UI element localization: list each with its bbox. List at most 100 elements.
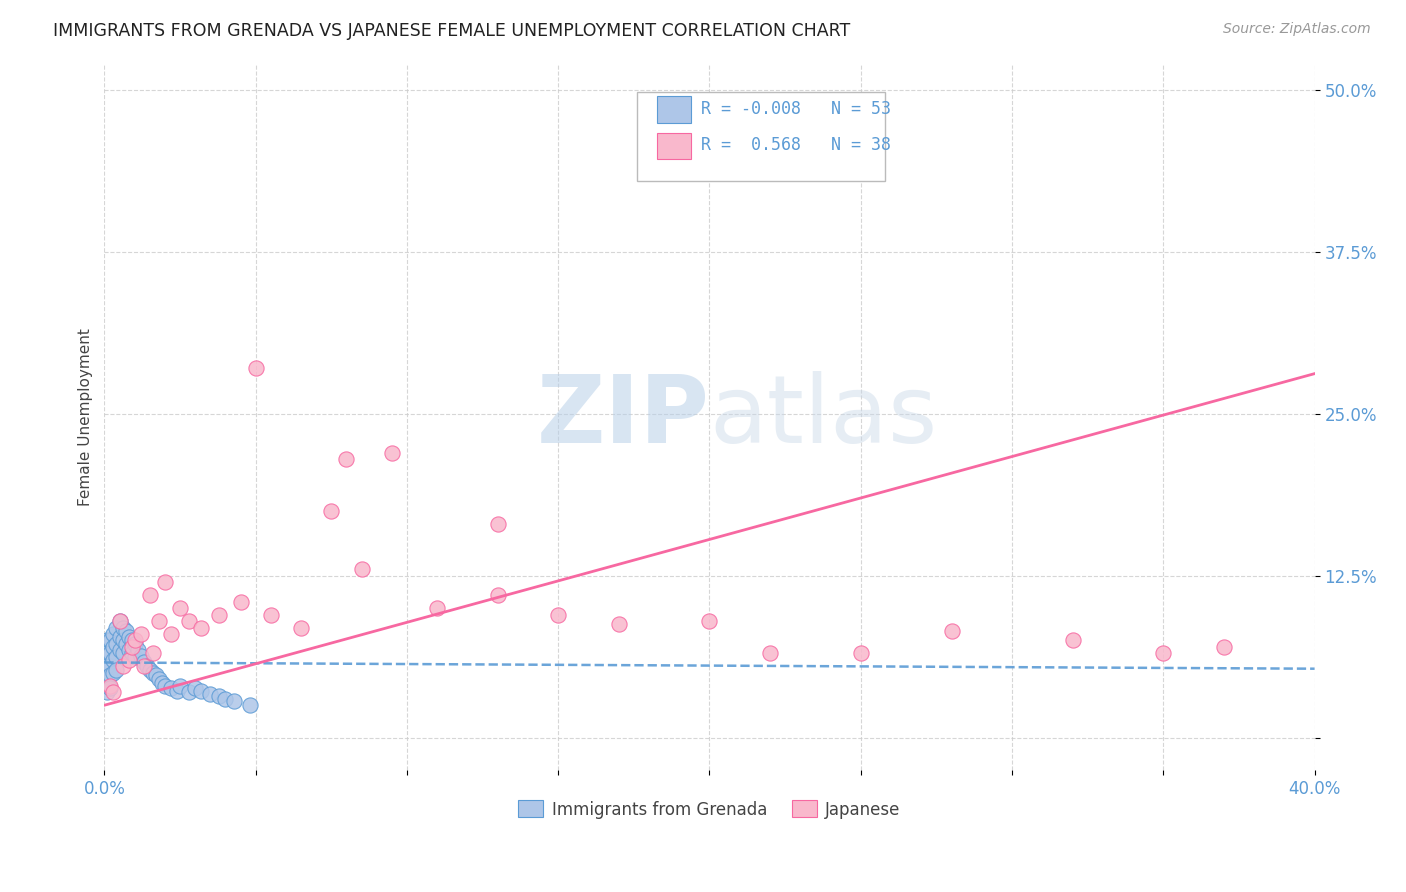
Point bbox=[111, 647, 134, 661]
Point bbox=[166, 684, 188, 698]
Point bbox=[100, 679, 122, 693]
Point bbox=[114, 624, 136, 639]
Point bbox=[169, 601, 191, 615]
Point bbox=[381, 445, 404, 459]
Point bbox=[105, 663, 128, 677]
Point bbox=[321, 504, 343, 518]
Point bbox=[111, 633, 134, 648]
Point bbox=[148, 673, 170, 687]
Point bbox=[121, 640, 143, 654]
Point bbox=[177, 685, 200, 699]
Point bbox=[148, 614, 170, 628]
Point bbox=[100, 633, 122, 648]
Text: atlas: atlas bbox=[710, 371, 938, 463]
Point bbox=[486, 516, 509, 531]
Point bbox=[124, 637, 146, 651]
Point bbox=[208, 607, 231, 622]
Point bbox=[142, 665, 165, 680]
Point bbox=[245, 361, 267, 376]
Point bbox=[177, 614, 200, 628]
Point bbox=[699, 614, 721, 628]
Point bbox=[335, 452, 357, 467]
Point bbox=[200, 687, 222, 701]
Point bbox=[142, 647, 165, 661]
Point bbox=[105, 620, 128, 634]
Y-axis label: Female Unemployment: Female Unemployment bbox=[79, 328, 93, 506]
Point bbox=[129, 627, 152, 641]
Point bbox=[150, 676, 173, 690]
Point bbox=[103, 627, 125, 641]
Point bbox=[169, 679, 191, 693]
Point bbox=[96, 673, 118, 687]
Point bbox=[153, 575, 176, 590]
Point bbox=[108, 614, 131, 628]
Point bbox=[121, 647, 143, 661]
Text: ZIP: ZIP bbox=[537, 371, 710, 463]
Point bbox=[759, 647, 782, 661]
Point bbox=[239, 698, 262, 713]
Point bbox=[132, 656, 155, 670]
Point bbox=[117, 642, 139, 657]
Point bbox=[1062, 633, 1084, 648]
Point bbox=[190, 620, 212, 634]
Point bbox=[100, 647, 122, 661]
Point bbox=[160, 681, 183, 696]
Point bbox=[124, 633, 146, 648]
Point bbox=[121, 633, 143, 648]
Point bbox=[135, 659, 157, 673]
Point bbox=[103, 665, 125, 680]
Text: R =  0.568   N = 38: R = 0.568 N = 38 bbox=[702, 136, 891, 154]
Point bbox=[1212, 640, 1234, 654]
Point bbox=[96, 685, 118, 699]
Point bbox=[124, 650, 146, 665]
Point bbox=[190, 684, 212, 698]
Point bbox=[153, 679, 176, 693]
Point bbox=[117, 653, 139, 667]
Text: Source: ZipAtlas.com: Source: ZipAtlas.com bbox=[1223, 22, 1371, 37]
Point bbox=[941, 624, 963, 639]
Point bbox=[100, 668, 122, 682]
Point bbox=[350, 562, 373, 576]
Point bbox=[290, 620, 312, 634]
Point bbox=[108, 642, 131, 657]
Point bbox=[111, 620, 134, 634]
Point bbox=[260, 607, 283, 622]
Point bbox=[96, 633, 118, 648]
Point bbox=[111, 659, 134, 673]
Point bbox=[486, 588, 509, 602]
Point bbox=[103, 640, 125, 654]
Point bbox=[100, 659, 122, 673]
Point bbox=[145, 668, 167, 682]
Point bbox=[426, 601, 449, 615]
Point bbox=[184, 681, 207, 696]
Text: IMMIGRANTS FROM GRENADA VS JAPANESE FEMALE UNEMPLOYMENT CORRELATION CHART: IMMIGRANTS FROM GRENADA VS JAPANESE FEMA… bbox=[53, 22, 851, 40]
Point bbox=[96, 647, 118, 661]
Point bbox=[105, 650, 128, 665]
Point bbox=[139, 588, 162, 602]
Point bbox=[214, 691, 236, 706]
Text: R = -0.008   N = 53: R = -0.008 N = 53 bbox=[702, 100, 891, 118]
Point bbox=[132, 659, 155, 673]
Point bbox=[1152, 647, 1174, 661]
FancyBboxPatch shape bbox=[637, 92, 884, 180]
Point bbox=[117, 630, 139, 644]
Point bbox=[160, 627, 183, 641]
Legend: Immigrants from Grenada, Japanese: Immigrants from Grenada, Japanese bbox=[512, 794, 907, 825]
Point bbox=[849, 647, 872, 661]
Point bbox=[96, 659, 118, 673]
Point bbox=[224, 694, 246, 708]
Point bbox=[607, 616, 630, 631]
Point bbox=[129, 648, 152, 663]
FancyBboxPatch shape bbox=[658, 133, 692, 160]
Point bbox=[547, 607, 569, 622]
Point bbox=[105, 637, 128, 651]
Point bbox=[114, 637, 136, 651]
Point bbox=[108, 630, 131, 644]
FancyBboxPatch shape bbox=[658, 95, 692, 123]
Point bbox=[103, 653, 125, 667]
Point bbox=[139, 663, 162, 677]
Point bbox=[229, 594, 252, 608]
Point bbox=[208, 689, 231, 703]
Point bbox=[108, 614, 131, 628]
Point bbox=[100, 681, 122, 696]
